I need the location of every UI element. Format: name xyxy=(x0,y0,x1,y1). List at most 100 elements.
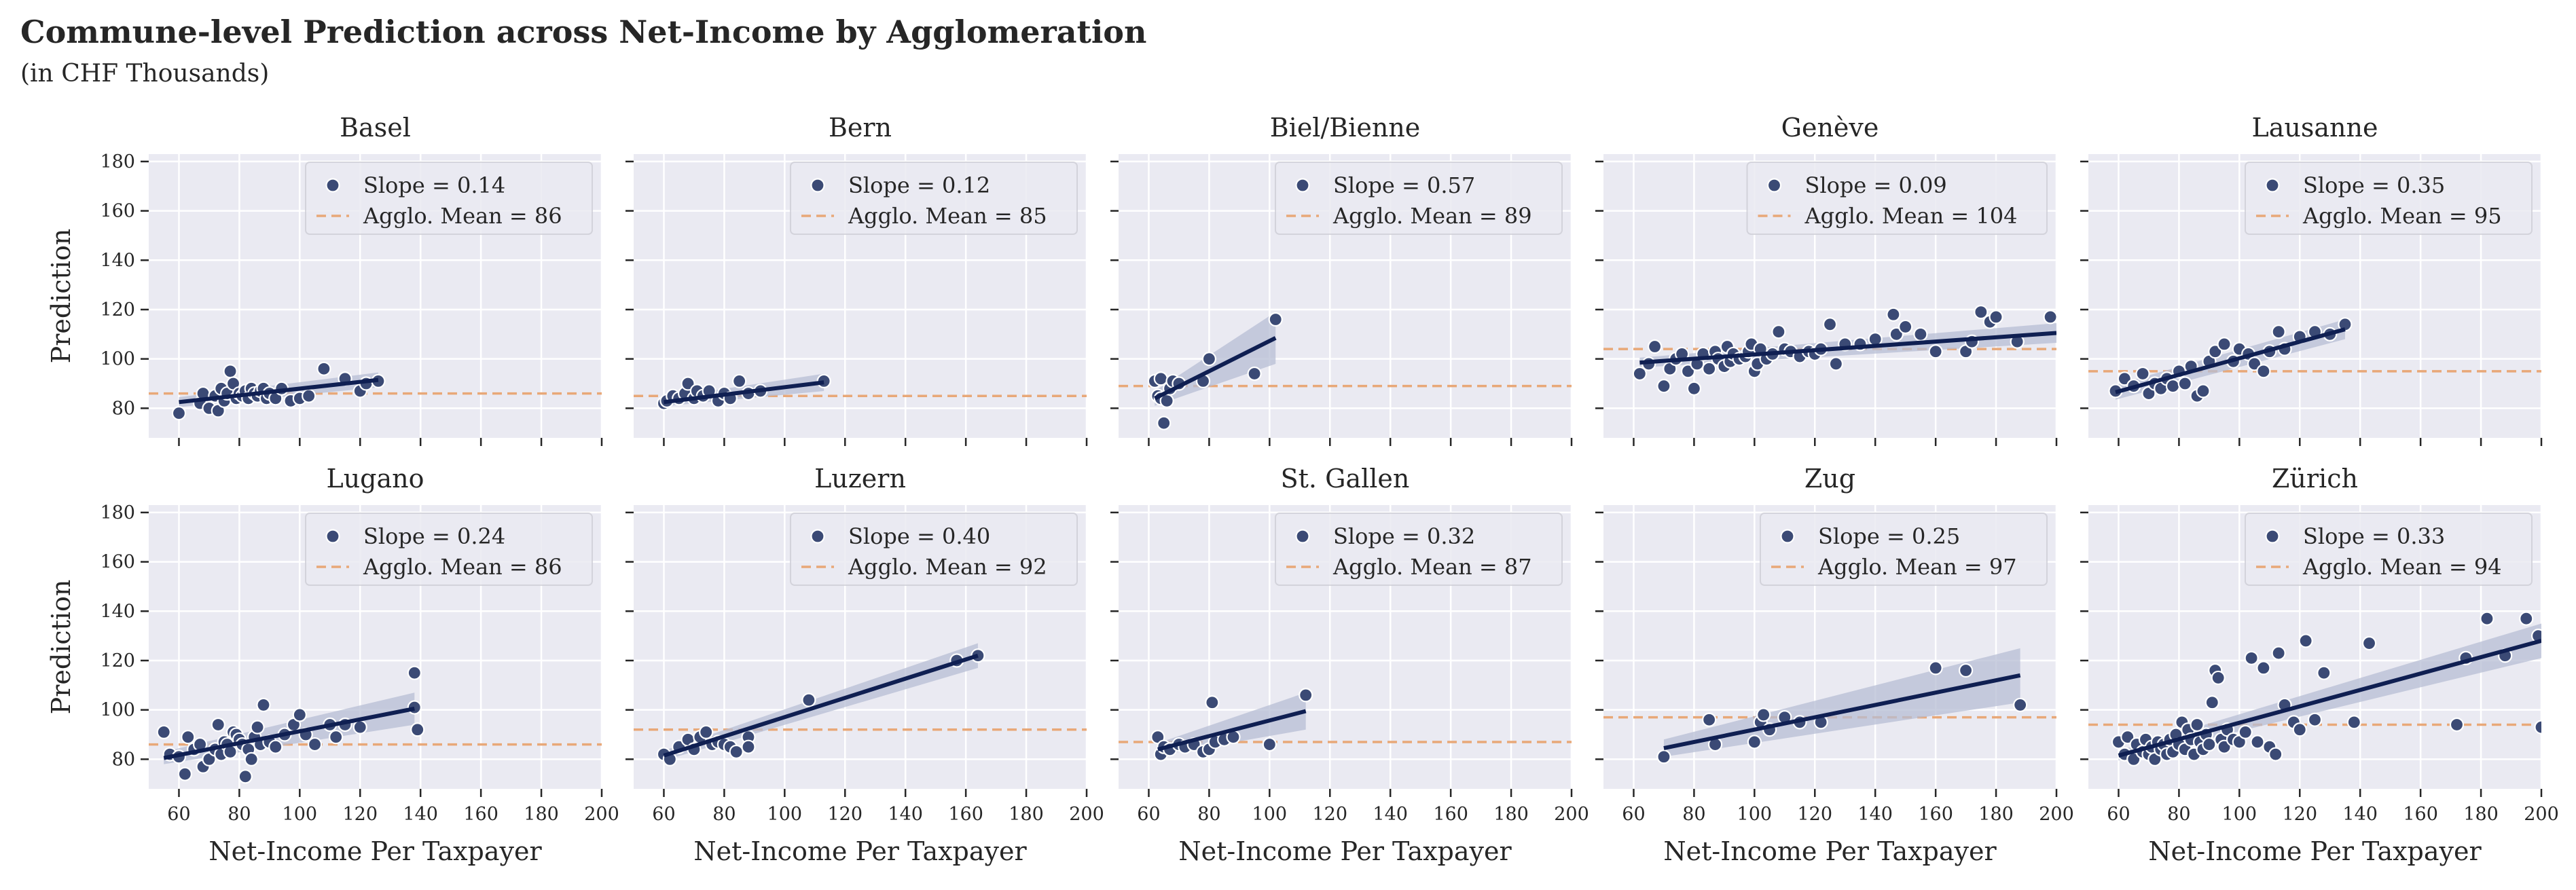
plot-area xyxy=(1119,312,1572,430)
x-tick-label: 60 xyxy=(2107,804,2130,825)
panel-title: Genève xyxy=(1781,113,1879,143)
data-point xyxy=(1913,327,1928,341)
legend: Slope = 0.14 Agglo. Mean = 86 xyxy=(305,162,593,235)
legend-slope-label: Slope = 0.09 xyxy=(1805,172,1947,198)
y-tick-label: 100 xyxy=(100,700,135,721)
x-tick-label: 60 xyxy=(167,804,190,825)
legend: Slope = 0.57 Agglo. Mean = 89 xyxy=(1275,162,1563,235)
legend-slope-label: Slope = 0.24 xyxy=(363,523,505,549)
data-point xyxy=(1647,339,1663,354)
legend-box xyxy=(1275,162,1563,235)
data-point xyxy=(1632,366,1647,382)
panel-title: Biel/Bienne xyxy=(1270,113,1421,143)
x-tick-label: 160 xyxy=(1918,804,1953,825)
legend-slope-label: Slope = 0.12 xyxy=(848,172,990,198)
legend-slope-label: Slope = 0.40 xyxy=(848,523,990,549)
data-point xyxy=(2135,366,2150,382)
data-point xyxy=(1656,379,1671,394)
regression-line xyxy=(1154,336,1277,401)
figure-subtitle: (in CHF Thousands) xyxy=(20,60,270,88)
data-point xyxy=(2202,737,2217,752)
legend-point-marker xyxy=(2265,529,2280,544)
panel-lugano: 80 100 120 140 160 180 Prediction 60 80 100 120 140… xyxy=(46,464,619,866)
data-point xyxy=(1989,310,2003,325)
panel-bern: Bern Slope = 0.12 Agglo. Mean = 85 xyxy=(625,113,1088,446)
data-point xyxy=(2519,611,2534,626)
data-point xyxy=(2292,722,2307,737)
regression-line xyxy=(663,653,979,758)
x-tick-label: 200 xyxy=(2524,804,2559,825)
data-point xyxy=(1747,735,1762,749)
legend-box xyxy=(305,162,593,235)
data-point xyxy=(171,406,187,421)
x-tick-label: 120 xyxy=(342,804,378,825)
panel-st-gallen: 60 80 100 120 140 160 180 200 Net-Income Per Tax… xyxy=(1110,464,1589,866)
legend-slope-label: Slope = 0.33 xyxy=(2303,523,2445,549)
panel-title: Lausanne xyxy=(2252,113,2378,143)
x-tick-label: 120 xyxy=(1312,804,1347,825)
legend-point-marker xyxy=(325,529,340,544)
legend: Slope = 0.35 Agglo. Mean = 95 xyxy=(2245,162,2533,235)
data-point xyxy=(1898,319,1913,335)
legend-box xyxy=(2245,162,2533,235)
legend: Slope = 0.12 Agglo. Mean = 85 xyxy=(790,162,1078,235)
x-tick-label: 140 xyxy=(2342,804,2378,825)
x-tick-label: 200 xyxy=(1069,804,1104,825)
data-point xyxy=(2177,376,2192,391)
data-point xyxy=(2013,697,2028,713)
x-tick-label: 60 xyxy=(1137,804,1160,825)
y-axis-label: Prediction xyxy=(46,580,76,715)
data-point xyxy=(2256,661,2271,675)
panel-title: Zug xyxy=(1804,464,1855,494)
data-point xyxy=(2165,379,2181,394)
data-point xyxy=(1262,737,1277,752)
data-point xyxy=(223,364,238,379)
x-tick-label: 140 xyxy=(1373,804,1408,825)
data-point xyxy=(2449,717,2465,733)
data-point xyxy=(1828,356,1843,371)
regression-line xyxy=(1663,673,2021,750)
data-point xyxy=(1959,663,1974,678)
data-point xyxy=(1686,381,1701,396)
legend-point-marker xyxy=(1766,178,1782,193)
data-point xyxy=(156,724,171,740)
x-tick-label: 100 xyxy=(1737,804,1773,825)
data-point xyxy=(2244,650,2259,665)
legend-box xyxy=(790,513,1078,586)
data-point xyxy=(1299,688,1313,703)
legend-slope-label: Slope = 0.25 xyxy=(1818,523,1960,549)
legend-point-marker xyxy=(1780,529,1795,544)
x-tick-label: 100 xyxy=(283,804,318,825)
data-point xyxy=(407,665,422,680)
data-point xyxy=(2238,724,2253,740)
data-point xyxy=(2271,646,2286,661)
data-point xyxy=(1928,661,1943,675)
data-point xyxy=(1268,312,1283,327)
data-point xyxy=(2043,310,2056,325)
legend-point-marker xyxy=(810,178,825,193)
legend-mean-label: Agglo. Mean = 104 xyxy=(1804,203,2018,229)
data-point xyxy=(1756,707,1771,722)
data-point xyxy=(2346,715,2361,730)
legend-mean-label: Agglo. Mean = 89 xyxy=(1332,203,1532,229)
legend-box xyxy=(1746,162,2048,235)
x-tick-label: 180 xyxy=(1978,804,2014,825)
x-tick-label: 80 xyxy=(1682,804,1705,825)
panel-gen-ve: Genève Slope = 0.09 Agglo. Mean = 104 xyxy=(1595,113,2058,446)
data-point xyxy=(1886,307,1901,322)
x-tick-label: 60 xyxy=(1622,804,1645,825)
legend-mean-label: Agglo. Mean = 86 xyxy=(363,554,562,580)
legend-box xyxy=(790,162,1078,235)
y-tick-label: 100 xyxy=(100,349,135,370)
legend-box xyxy=(305,513,593,586)
panel-title: Basel xyxy=(340,113,411,143)
plot-area xyxy=(1119,688,1572,762)
panel-lausanne: Lausanne Slope = 0.35 Agglo. Mean = 95 xyxy=(2080,113,2543,446)
data-point xyxy=(256,697,271,713)
y-tick-label: 80 xyxy=(112,398,135,419)
y-tick-label: 80 xyxy=(112,749,135,770)
legend-point-marker xyxy=(1295,178,1310,193)
data-point xyxy=(1247,366,1262,382)
x-tick-label: 200 xyxy=(2039,804,2074,825)
data-point xyxy=(316,361,331,376)
